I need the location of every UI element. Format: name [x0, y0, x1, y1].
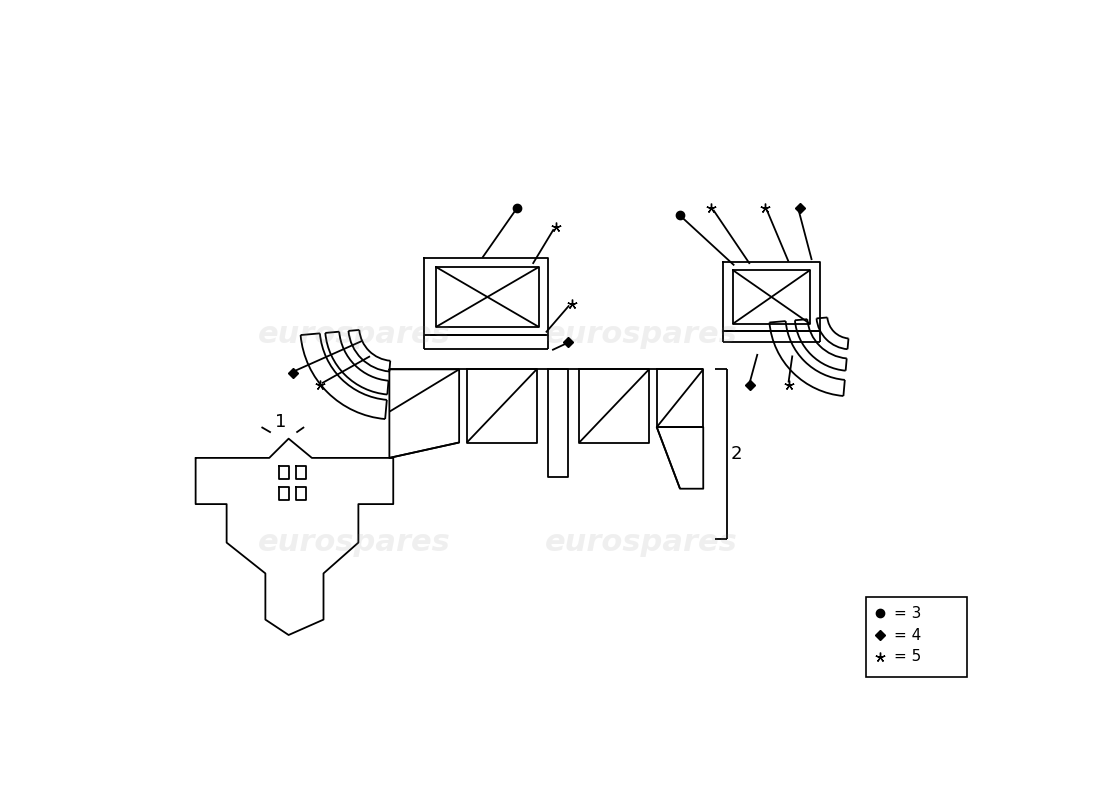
Text: eurospares: eurospares	[544, 528, 738, 557]
Text: = 4: = 4	[894, 627, 921, 642]
Text: = 3: = 3	[894, 606, 922, 621]
Text: = 5: = 5	[894, 649, 921, 664]
Bar	[866, 597, 967, 678]
Text: 1: 1	[275, 413, 287, 430]
Text: eurospares: eurospares	[258, 320, 451, 349]
Text: eurospares: eurospares	[544, 320, 738, 349]
Text: eurospares: eurospares	[258, 528, 451, 557]
Text: 2: 2	[730, 445, 741, 463]
